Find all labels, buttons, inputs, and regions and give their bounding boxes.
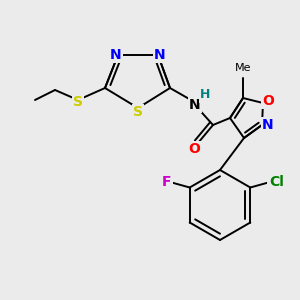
Text: F: F xyxy=(162,176,171,190)
Text: N: N xyxy=(110,48,122,62)
Text: N: N xyxy=(189,98,201,112)
Text: H: H xyxy=(200,88,210,101)
Text: Cl: Cl xyxy=(269,176,284,190)
Text: S: S xyxy=(73,95,83,109)
Text: O: O xyxy=(262,94,274,108)
Text: N: N xyxy=(262,118,274,132)
Text: S: S xyxy=(133,105,143,119)
Text: O: O xyxy=(188,142,200,156)
Text: Me: Me xyxy=(235,63,251,73)
Text: N: N xyxy=(154,48,166,62)
